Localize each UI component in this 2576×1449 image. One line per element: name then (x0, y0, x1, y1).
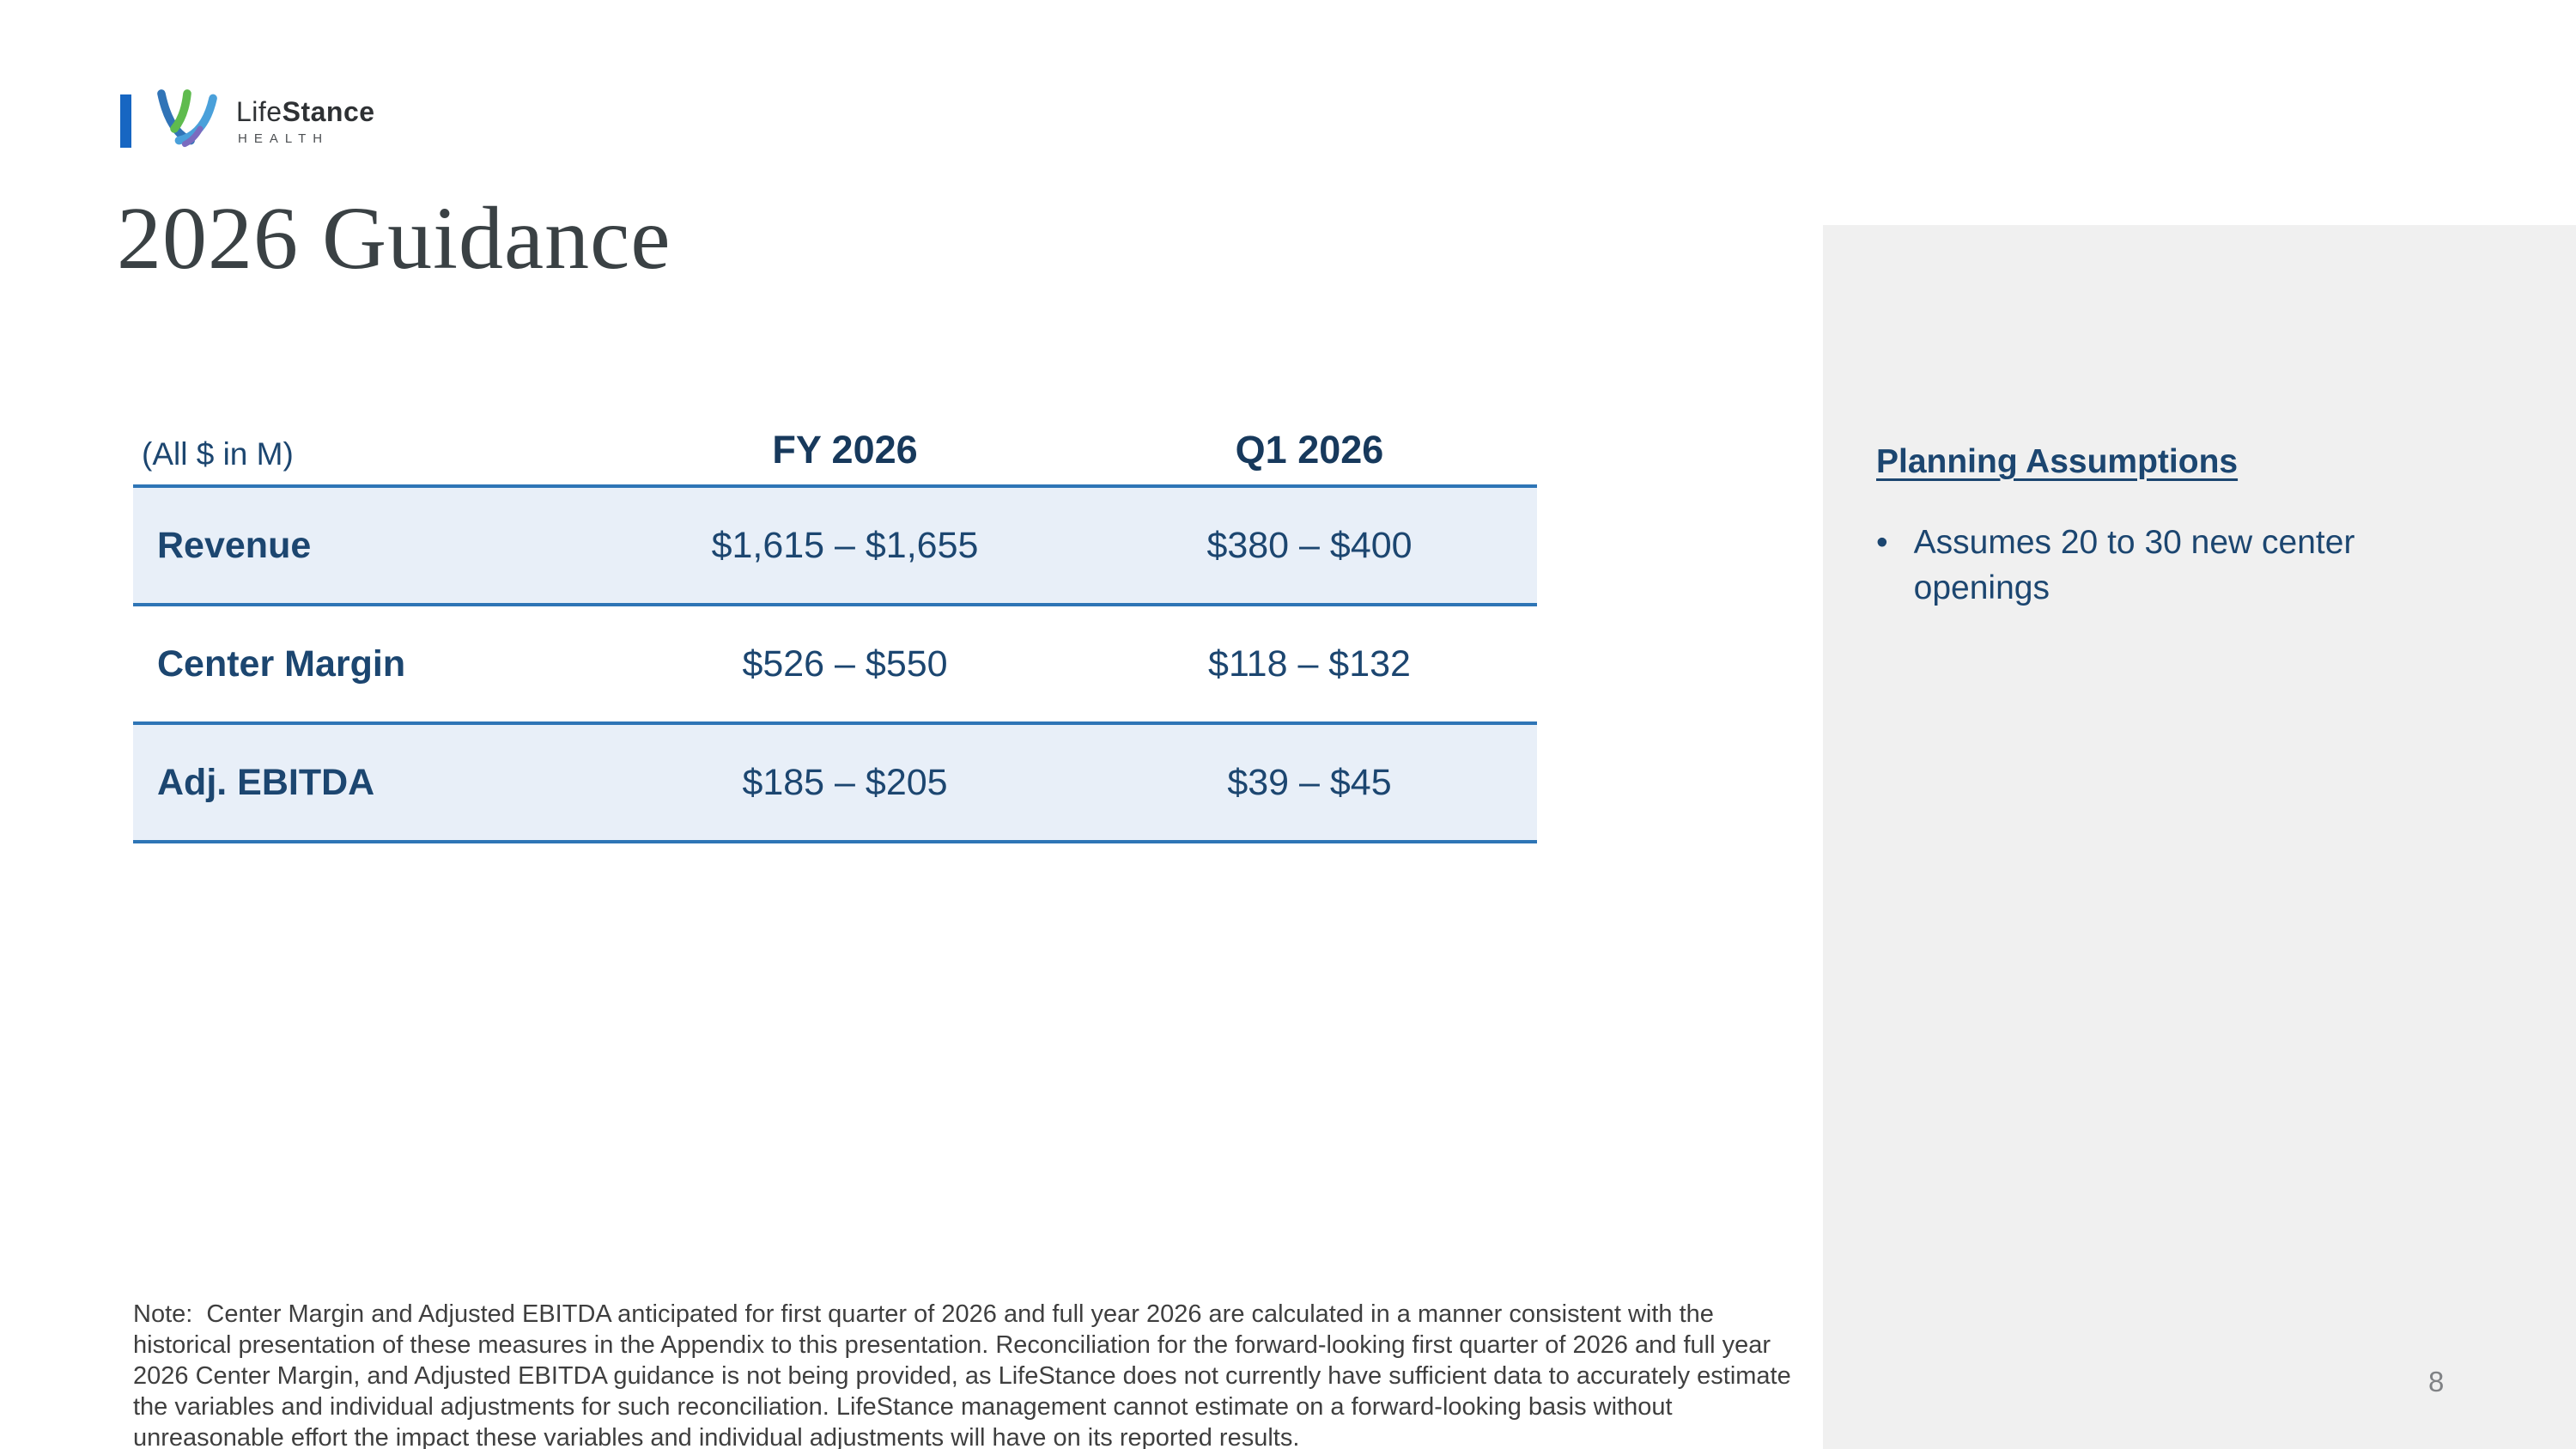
logo-blue-bar (120, 94, 131, 148)
footnote: Note: Center Margin and Adjusted EBITDA … (133, 1300, 1798, 1449)
logo-brand-life: Life (236, 96, 283, 127)
logo-brand-health: HEALTH (238, 131, 330, 146)
logo-wordmark: LifeStance HEALTH (236, 96, 375, 146)
table-column-fy-2026: FY 2026 (608, 428, 1082, 488)
metric-value-fy: $185 – $205 (608, 723, 1082, 843)
planning-assumptions-heading: Planning Assumptions (1876, 443, 2239, 480)
table-row-adj-ebitda: Adj. EBITDA $185 – $205 $39 – $45 (133, 723, 1537, 843)
logo-brand-stance: Stance (282, 96, 375, 127)
table-row-center-margin: Center Margin $526 – $550 $118 – $132 (133, 605, 1537, 725)
metric-label: Adj. EBITDA (133, 723, 608, 843)
planning-assumptions-panel: Planning Assumptions • Assumes 20 to 30 … (1823, 225, 2576, 1449)
metric-value-q1: $39 – $45 (1082, 723, 1537, 843)
page-title: 2026 Guidance (117, 189, 671, 288)
logo-brand-name: LifeStance (236, 96, 375, 128)
lifestance-logo: LifeStance HEALTH (120, 86, 375, 151)
table-unit-label: (All $ in M) (133, 428, 608, 488)
bullet-text: Assumes 20 to 30 new center openings (1913, 524, 2355, 606)
lifestance-swoosh-icon (157, 89, 217, 148)
guidance-table: (All $ in M) FY 2026 Q1 2026 Revenue $1,… (133, 428, 1537, 843)
table-header-row: (All $ in M) FY 2026 Q1 2026 (133, 428, 1537, 488)
metric-value-q1: $380 – $400 (1082, 486, 1537, 606)
metric-value-fy: $526 – $550 (608, 605, 1082, 725)
metric-value-q1: $118 – $132 (1082, 605, 1537, 725)
list-item: • Assumes 20 to 30 new center openings (1876, 521, 2426, 611)
metric-label: Revenue (133, 486, 608, 606)
metric-value-fy: $1,615 – $1,655 (608, 486, 1082, 606)
table-column-q1-2026: Q1 2026 (1082, 428, 1537, 488)
metric-label: Center Margin (133, 605, 608, 725)
table-row-revenue: Revenue $1,615 – $1,655 $380 – $400 (133, 486, 1537, 606)
bullet-marker: • (1876, 524, 1888, 561)
page-number: 8 (2428, 1366, 2445, 1397)
